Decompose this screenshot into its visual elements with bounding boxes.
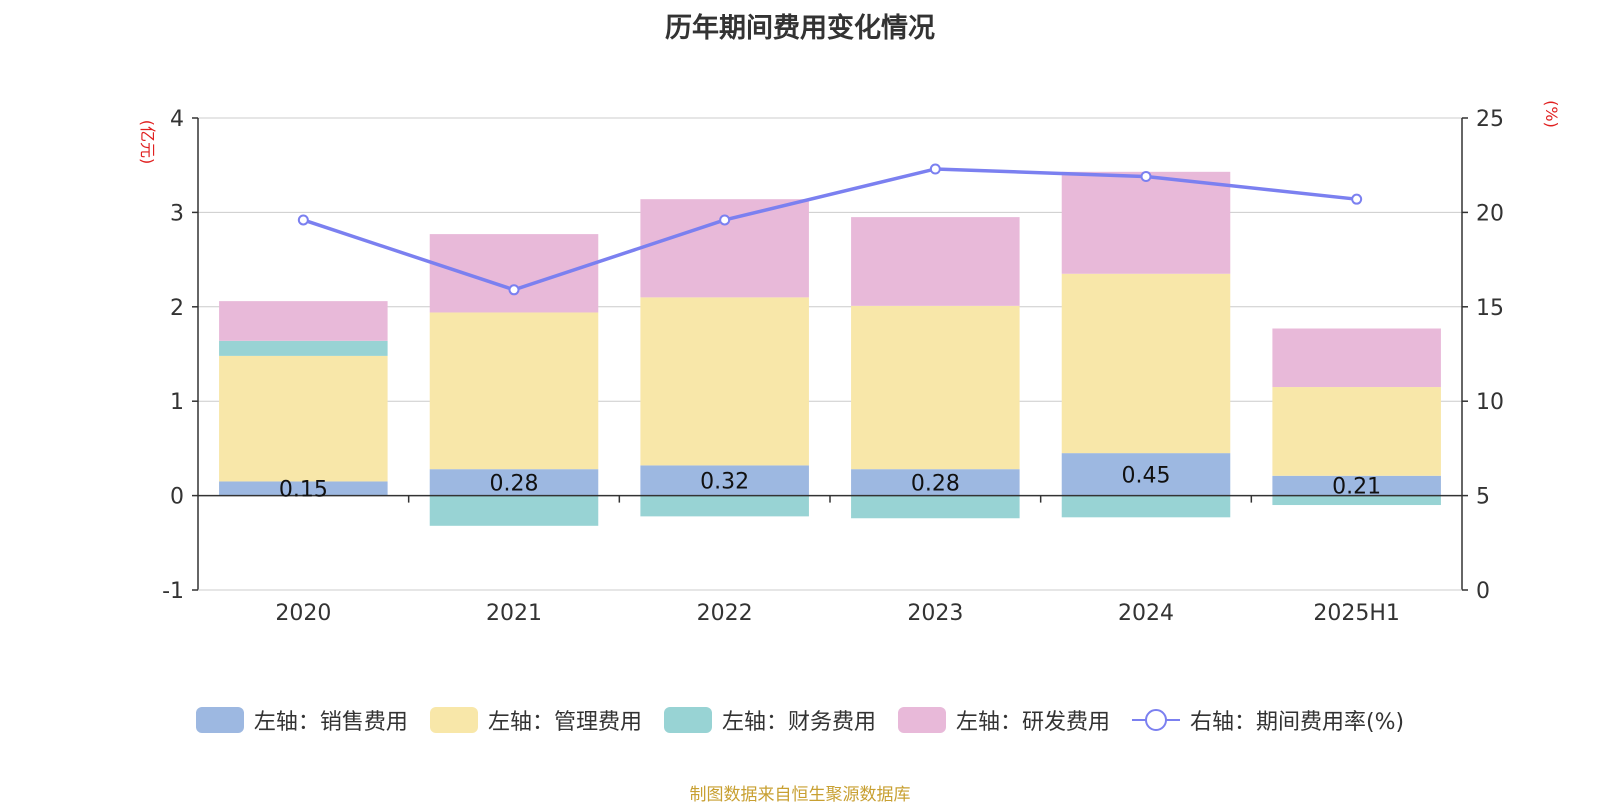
bar-2025H1 <box>1272 387 1441 476</box>
rate-point-2022 <box>719 214 731 226</box>
bar-2023 <box>851 495 1020 519</box>
bar-2020 <box>219 340 388 356</box>
bar-2023 <box>851 469 1020 496</box>
bar-2020 <box>219 301 388 341</box>
left-tick-label: 3 <box>170 201 184 226</box>
bar-2020 <box>219 355 388 482</box>
right-tick-label: 5 <box>1476 485 1490 510</box>
legend-line-marker-icon <box>1131 709 1180 731</box>
x-tick-label: 2023 <box>907 601 963 626</box>
legend-swatch <box>429 707 478 733</box>
chart-title: 历年期间费用变化情况 <box>665 13 935 44</box>
rate-point-2021 <box>508 284 520 296</box>
legend-label: 左轴：财务费用 <box>721 710 876 735</box>
bar-2021 <box>429 312 599 470</box>
bar-2023 <box>851 217 1020 306</box>
legend-label: 右轴：期间费用率(%) <box>1189 710 1405 735</box>
legend-swatch <box>663 707 712 733</box>
bar-2020 <box>219 481 388 496</box>
right-tick-label: 0 <box>1476 579 1490 604</box>
bar-2022 <box>640 495 809 517</box>
left-tick-label: -1 <box>162 579 184 604</box>
data-label-2022: 0.32 <box>700 469 749 494</box>
left-tick-label: 2 <box>170 296 184 321</box>
data-label-2023: 0.28 <box>911 471 960 496</box>
legend-item[interactable]: 左轴：研发费用 <box>897 704 1110 736</box>
left-tick-label: 0 <box>170 485 184 510</box>
x-tick-label: 2024 <box>1118 601 1174 626</box>
data-label-2021: 0.28 <box>490 471 539 496</box>
line-layer <box>297 163 1363 296</box>
bar-2021 <box>429 234 599 313</box>
bar-2021 <box>429 469 599 496</box>
left-tick-label: 1 <box>170 390 184 415</box>
bar-2022 <box>640 465 809 496</box>
right-axis-unit: (%) <box>1542 100 1561 128</box>
legend-item[interactable]: 左轴：管理费用 <box>429 704 642 736</box>
right-tick-label: 20 <box>1476 201 1504 226</box>
data-label-2025H1: 0.21 <box>1332 475 1381 500</box>
rate-line <box>302 167 1357 292</box>
legend-label: 左轴：销售费用 <box>253 710 408 735</box>
right-tick-label: 10 <box>1476 390 1504 415</box>
data-label-2020: 0.15 <box>279 478 328 503</box>
bar-2025H1 <box>1272 328 1441 388</box>
rate-point-2023 <box>929 163 941 175</box>
bar-2024 <box>1061 171 1231 274</box>
data-labels: 0.15 0.28 0.32 0.28 0.45 0.21 <box>279 463 1381 502</box>
legend: 左轴：销售费用 左轴：管理费用 左轴：财务费用 左轴：研发费用 右轴：期间费用率(%) <box>0 704 1600 736</box>
axes: -1 0 1 2 3 4 0 5 10 15 20 25 2020 2021 2022 2023 2024 202… <box>138 100 1561 626</box>
bar-layer <box>219 171 1441 526</box>
legend-label: 左轴：研发费用 <box>955 710 1110 735</box>
legend-swatch <box>897 707 946 733</box>
x-tick-label: 2022 <box>697 601 753 626</box>
x-tick-label: 2020 <box>275 601 331 626</box>
rate-point-2024 <box>1140 171 1152 183</box>
data-label-2024: 0.45 <box>1122 463 1171 488</box>
left-tick-label: 4 <box>170 107 184 132</box>
bar-2024 <box>1061 495 1231 518</box>
chart-canvas: -1 0 1 2 3 4 0 5 10 15 20 25 2020 2021 2022 2023 2024 202… <box>138 100 1561 626</box>
bar-2024 <box>1061 273 1231 454</box>
bar-2025H1 <box>1272 475 1441 496</box>
bar-2022 <box>640 199 809 298</box>
source-note: 制图数据来自恒生聚源数据库 <box>689 785 911 805</box>
legend-item[interactable]: 左轴：财务费用 <box>663 704 876 736</box>
rate-point-2025H1 <box>1351 193 1363 205</box>
left-axis-unit: (亿元) <box>138 120 157 165</box>
x-tick-label: 2021 <box>486 601 542 626</box>
right-tick-label: 15 <box>1476 296 1504 321</box>
legend-label: 左轴：管理费用 <box>487 710 642 735</box>
x-tick-label: 2025H1 <box>1313 601 1400 626</box>
bar-2021 <box>429 495 599 526</box>
legend-item[interactable]: 右轴：期间费用率(%) <box>1131 704 1405 736</box>
legend-item[interactable]: 左轴：销售费用 <box>195 704 408 736</box>
bar-2025H1 <box>1272 495 1441 506</box>
bar-2023 <box>851 305 1020 470</box>
bar-2024 <box>1061 453 1231 496</box>
right-tick-label: 25 <box>1476 107 1504 132</box>
bar-2022 <box>640 297 809 466</box>
rate-point-2020 <box>297 214 309 226</box>
legend-swatch <box>195 707 244 733</box>
